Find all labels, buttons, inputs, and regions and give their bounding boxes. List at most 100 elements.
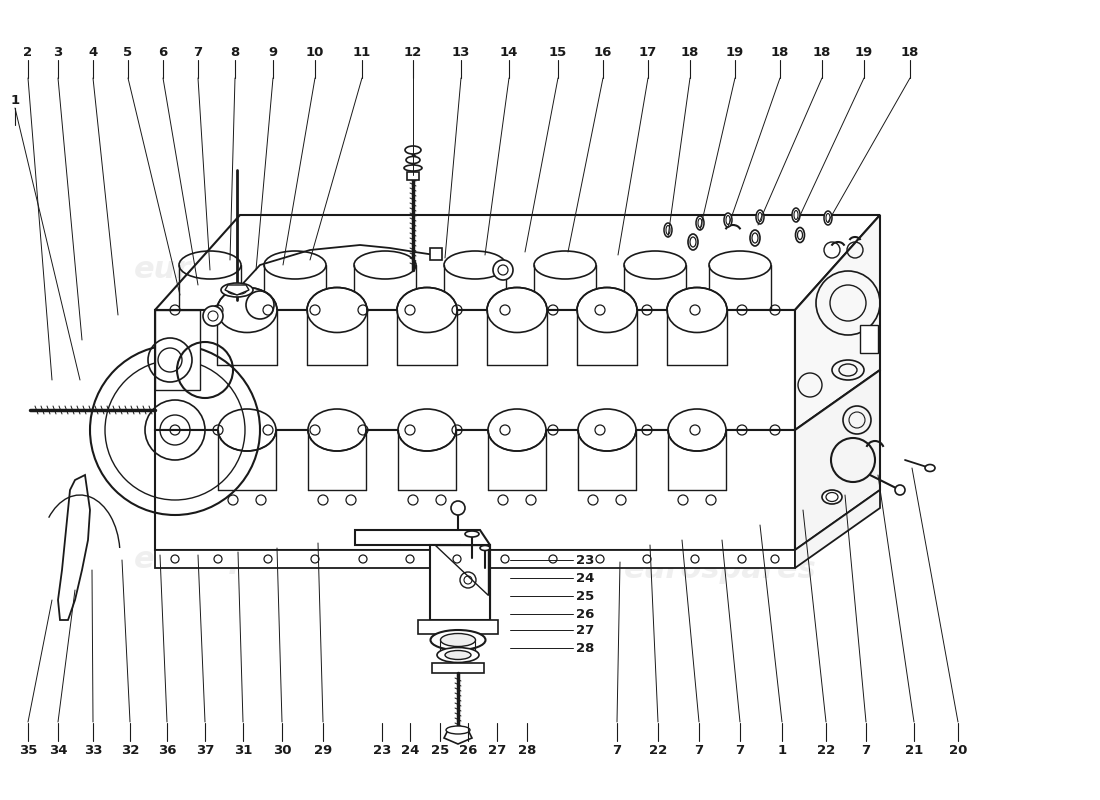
Text: 7: 7	[694, 743, 704, 757]
Text: 29: 29	[314, 743, 332, 757]
Ellipse shape	[398, 409, 456, 451]
Text: 1: 1	[778, 743, 786, 757]
Text: eurospares: eurospares	[133, 255, 327, 285]
Text: 16: 16	[594, 46, 613, 58]
Bar	[860, 325, 878, 353]
Text: 15: 15	[549, 46, 568, 58]
Bar	[432, 663, 484, 673]
Text: 33: 33	[84, 743, 102, 757]
Text: 3: 3	[54, 46, 63, 58]
Text: 23: 23	[373, 743, 392, 757]
Ellipse shape	[430, 630, 485, 650]
Text: 28: 28	[575, 642, 594, 654]
Circle shape	[204, 306, 223, 326]
Bar	[407, 172, 419, 180]
Ellipse shape	[446, 650, 471, 659]
Text: 24: 24	[400, 743, 419, 757]
Ellipse shape	[307, 287, 367, 333]
Text: eurospares: eurospares	[624, 555, 816, 585]
Text: 26: 26	[459, 743, 477, 757]
Text: 35: 35	[19, 743, 37, 757]
Polygon shape	[226, 285, 249, 295]
Ellipse shape	[688, 234, 698, 250]
Text: 31: 31	[234, 743, 252, 757]
Text: 11: 11	[353, 46, 371, 58]
Text: 34: 34	[48, 743, 67, 757]
Text: 25: 25	[431, 743, 449, 757]
Ellipse shape	[668, 409, 726, 451]
Text: 32: 32	[121, 743, 140, 757]
Text: 27: 27	[576, 623, 594, 637]
Polygon shape	[795, 370, 880, 550]
Text: 7: 7	[736, 743, 745, 757]
Text: eurospares: eurospares	[624, 226, 816, 254]
Ellipse shape	[822, 490, 842, 504]
Text: 20: 20	[949, 743, 967, 757]
Text: 19: 19	[855, 46, 873, 58]
Text: 8: 8	[230, 46, 240, 58]
Ellipse shape	[696, 216, 704, 230]
Ellipse shape	[480, 546, 490, 550]
Text: 23: 23	[575, 554, 594, 566]
Ellipse shape	[404, 165, 422, 171]
Circle shape	[493, 260, 513, 280]
Circle shape	[895, 485, 905, 495]
Ellipse shape	[221, 283, 253, 297]
Polygon shape	[155, 550, 795, 568]
Ellipse shape	[465, 531, 478, 537]
Ellipse shape	[437, 647, 478, 662]
Ellipse shape	[397, 287, 456, 333]
Polygon shape	[155, 215, 880, 310]
Text: 21: 21	[905, 743, 923, 757]
Text: 28: 28	[518, 743, 536, 757]
Text: 14: 14	[499, 46, 518, 58]
Text: 18: 18	[901, 46, 920, 58]
Circle shape	[451, 501, 465, 515]
Text: 12: 12	[404, 46, 422, 58]
Polygon shape	[434, 545, 488, 595]
Text: 10: 10	[306, 46, 324, 58]
Polygon shape	[430, 545, 490, 620]
Polygon shape	[58, 475, 90, 620]
Polygon shape	[155, 310, 200, 390]
Text: 5: 5	[123, 46, 133, 58]
Polygon shape	[444, 730, 472, 744]
Ellipse shape	[405, 146, 421, 154]
Text: eurospares: eurospares	[133, 546, 327, 574]
Text: 30: 30	[273, 743, 292, 757]
Bar	[418, 620, 498, 634]
Ellipse shape	[218, 409, 276, 451]
Text: 9: 9	[268, 46, 277, 58]
Text: 7: 7	[613, 743, 621, 757]
Polygon shape	[155, 430, 795, 550]
Ellipse shape	[724, 213, 732, 227]
Text: 26: 26	[575, 607, 594, 621]
Ellipse shape	[217, 287, 277, 333]
Ellipse shape	[824, 211, 832, 225]
Text: 18: 18	[813, 46, 832, 58]
Ellipse shape	[488, 409, 546, 451]
Ellipse shape	[487, 287, 547, 333]
Ellipse shape	[578, 409, 636, 451]
Ellipse shape	[664, 223, 672, 237]
Text: 27: 27	[488, 743, 506, 757]
Text: 19: 19	[726, 46, 744, 58]
Text: 7: 7	[194, 46, 202, 58]
Text: 25: 25	[576, 590, 594, 602]
Text: 18: 18	[681, 46, 700, 58]
Text: 17: 17	[639, 46, 657, 58]
Polygon shape	[795, 490, 880, 568]
Polygon shape	[795, 215, 880, 430]
Ellipse shape	[756, 210, 764, 224]
Ellipse shape	[750, 230, 760, 246]
Ellipse shape	[446, 726, 470, 734]
Text: 22: 22	[649, 743, 667, 757]
Ellipse shape	[308, 409, 366, 451]
Text: 4: 4	[88, 46, 98, 58]
Text: 18: 18	[771, 46, 789, 58]
Ellipse shape	[925, 465, 935, 471]
Text: 7: 7	[861, 743, 870, 757]
Text: 6: 6	[158, 46, 167, 58]
Ellipse shape	[795, 227, 804, 242]
Ellipse shape	[406, 157, 420, 163]
